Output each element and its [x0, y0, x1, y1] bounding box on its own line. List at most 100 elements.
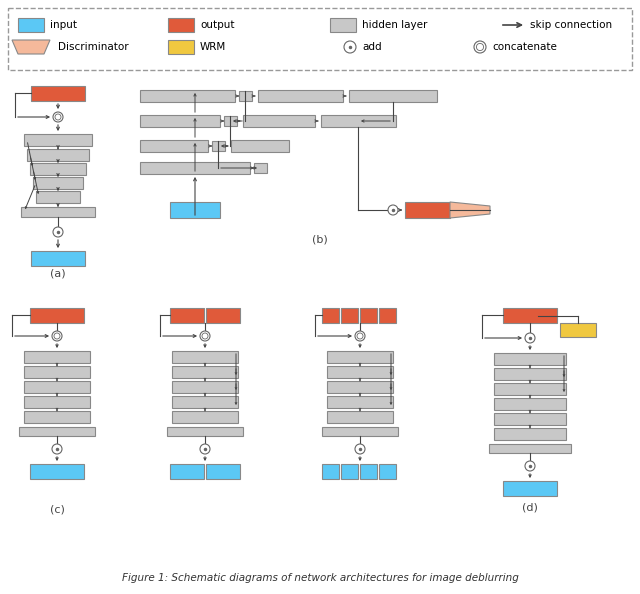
- Bar: [379, 464, 396, 479]
- Text: skip connection: skip connection: [530, 20, 612, 30]
- Bar: [24, 366, 90, 378]
- Bar: [494, 383, 566, 395]
- Circle shape: [52, 331, 62, 341]
- Bar: [140, 140, 208, 152]
- Bar: [172, 396, 238, 408]
- Bar: [360, 464, 377, 479]
- Circle shape: [355, 444, 365, 454]
- Bar: [494, 428, 566, 440]
- Text: Figure 1: Schematic diagrams of network architectures for image deblurring: Figure 1: Schematic diagrams of network …: [122, 573, 518, 583]
- Bar: [322, 464, 339, 479]
- Bar: [224, 116, 237, 126]
- Bar: [560, 323, 596, 337]
- Circle shape: [525, 333, 535, 343]
- Bar: [379, 308, 396, 323]
- Circle shape: [53, 112, 63, 122]
- Bar: [172, 381, 238, 393]
- Bar: [327, 351, 393, 363]
- Circle shape: [344, 41, 356, 53]
- Bar: [494, 353, 566, 365]
- Bar: [140, 115, 220, 127]
- Circle shape: [53, 227, 63, 237]
- Bar: [172, 366, 238, 378]
- Bar: [327, 381, 393, 393]
- Bar: [30, 163, 86, 175]
- Bar: [33, 177, 83, 189]
- Circle shape: [474, 41, 486, 53]
- Bar: [206, 308, 240, 323]
- Bar: [24, 134, 92, 146]
- Bar: [405, 202, 450, 218]
- Bar: [322, 427, 398, 436]
- Bar: [360, 308, 377, 323]
- Bar: [327, 411, 393, 423]
- Bar: [24, 351, 90, 363]
- Bar: [349, 90, 437, 102]
- Bar: [327, 396, 393, 408]
- Circle shape: [52, 444, 62, 454]
- Circle shape: [202, 333, 208, 339]
- Bar: [258, 90, 343, 102]
- Bar: [30, 464, 84, 479]
- Circle shape: [388, 205, 398, 215]
- Bar: [167, 427, 243, 436]
- Bar: [321, 115, 396, 127]
- Bar: [341, 464, 358, 479]
- Bar: [140, 90, 235, 102]
- Text: input: input: [50, 20, 77, 30]
- Bar: [503, 481, 557, 496]
- Bar: [36, 191, 80, 203]
- Circle shape: [55, 114, 61, 120]
- Bar: [231, 140, 289, 152]
- Bar: [322, 308, 339, 323]
- Bar: [172, 411, 238, 423]
- Bar: [24, 381, 90, 393]
- Bar: [254, 163, 267, 173]
- Bar: [18, 18, 44, 32]
- Polygon shape: [450, 202, 490, 218]
- Bar: [170, 308, 204, 323]
- Bar: [243, 115, 315, 127]
- Circle shape: [476, 43, 484, 50]
- Bar: [172, 351, 238, 363]
- Circle shape: [200, 444, 210, 454]
- Circle shape: [54, 333, 60, 339]
- Bar: [24, 396, 90, 408]
- Bar: [503, 308, 557, 323]
- Bar: [19, 427, 95, 436]
- Bar: [168, 18, 194, 32]
- Circle shape: [357, 333, 363, 339]
- Bar: [168, 40, 194, 54]
- Bar: [27, 149, 89, 161]
- Bar: [239, 91, 252, 101]
- Bar: [341, 308, 358, 323]
- Text: (c): (c): [49, 505, 65, 515]
- Text: add: add: [362, 42, 381, 52]
- Text: (a): (a): [50, 269, 66, 279]
- Text: (d): (d): [522, 503, 538, 513]
- Text: concatenate: concatenate: [492, 42, 557, 52]
- Bar: [494, 368, 566, 380]
- Polygon shape: [12, 40, 50, 54]
- FancyBboxPatch shape: [8, 8, 632, 70]
- Circle shape: [355, 331, 365, 341]
- Bar: [31, 251, 85, 266]
- Circle shape: [525, 461, 535, 471]
- Text: WRM: WRM: [200, 42, 227, 52]
- Bar: [327, 366, 393, 378]
- Bar: [330, 18, 356, 32]
- Bar: [30, 308, 84, 323]
- Bar: [494, 398, 566, 410]
- Circle shape: [200, 331, 210, 341]
- Bar: [170, 202, 220, 218]
- Bar: [21, 207, 95, 217]
- Bar: [140, 162, 250, 174]
- Text: Discriminator: Discriminator: [58, 42, 129, 52]
- Bar: [206, 464, 240, 479]
- Text: hidden layer: hidden layer: [362, 20, 428, 30]
- Bar: [489, 444, 571, 453]
- Bar: [170, 464, 204, 479]
- Bar: [24, 411, 90, 423]
- Text: (b): (b): [312, 235, 328, 245]
- Bar: [212, 141, 225, 151]
